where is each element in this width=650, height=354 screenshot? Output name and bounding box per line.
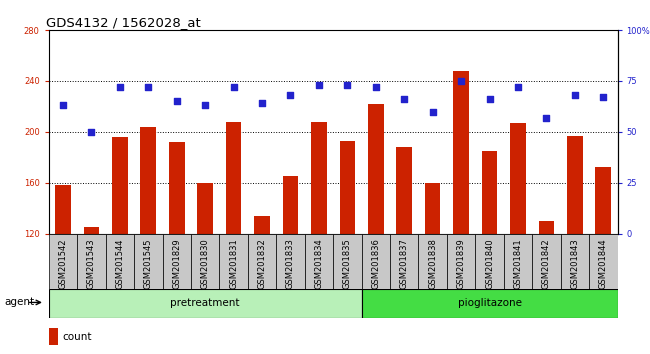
Bar	[453, 71, 469, 354]
Point	[172, 98, 182, 104]
Bar	[390, 234, 419, 289]
Text: GSM201542: GSM201542	[58, 238, 68, 289]
Bar	[191, 234, 220, 289]
Point	[428, 109, 438, 114]
Bar	[77, 234, 105, 289]
Bar	[226, 122, 241, 354]
Point	[314, 82, 324, 88]
Text: GSM201834: GSM201834	[315, 238, 324, 289]
Text: GSM201844: GSM201844	[599, 238, 608, 289]
Text: GSM201829: GSM201829	[172, 238, 181, 289]
Bar	[539, 221, 554, 354]
Point	[86, 129, 97, 135]
Bar	[595, 167, 611, 354]
Bar	[140, 127, 156, 354]
Bar	[162, 234, 191, 289]
Bar	[169, 142, 185, 354]
Bar	[112, 137, 127, 354]
Point	[143, 84, 153, 90]
Point	[370, 84, 381, 90]
Text: GSM201831: GSM201831	[229, 238, 238, 289]
Text: pretreatment: pretreatment	[170, 298, 240, 308]
Text: GSM201843: GSM201843	[570, 238, 579, 289]
Text: GSM201839: GSM201839	[456, 238, 465, 289]
Bar	[55, 185, 71, 354]
Text: GSM201841: GSM201841	[514, 238, 523, 289]
Text: GSM201833: GSM201833	[286, 238, 295, 289]
Bar	[311, 122, 327, 354]
Bar	[254, 216, 270, 354]
Text: GSM201545: GSM201545	[144, 238, 153, 289]
Text: agent: agent	[4, 297, 34, 307]
Bar	[532, 234, 560, 289]
Point	[399, 96, 410, 102]
Bar	[283, 176, 298, 354]
Text: pioglitazone: pioglitazone	[458, 298, 521, 308]
Bar	[333, 234, 361, 289]
Bar	[134, 234, 162, 289]
Point	[513, 84, 523, 90]
Bar	[198, 183, 213, 354]
Bar	[220, 234, 248, 289]
Text: GSM201543: GSM201543	[87, 238, 96, 289]
Point	[58, 103, 68, 108]
Bar	[361, 234, 390, 289]
Point	[456, 78, 466, 84]
Point	[342, 82, 352, 88]
Point	[228, 84, 239, 90]
Point	[257, 101, 267, 106]
Point	[598, 95, 608, 100]
Text: GSM201544: GSM201544	[115, 238, 124, 289]
Bar	[305, 234, 333, 289]
Bar	[567, 136, 582, 354]
Bar	[475, 234, 504, 289]
Bar	[447, 234, 475, 289]
Bar	[368, 104, 384, 354]
Point	[541, 115, 552, 120]
Bar	[339, 141, 355, 354]
Point	[569, 92, 580, 98]
Bar	[248, 234, 276, 289]
Point	[114, 84, 125, 90]
Text: GSM201832: GSM201832	[257, 238, 266, 289]
Bar	[482, 151, 497, 354]
Bar	[49, 234, 77, 289]
Text: GSM201838: GSM201838	[428, 238, 437, 289]
Bar	[396, 147, 412, 354]
Bar	[425, 183, 441, 354]
Bar	[504, 234, 532, 289]
Text: GSM201840: GSM201840	[485, 238, 494, 289]
Bar	[105, 234, 134, 289]
Bar	[589, 234, 617, 289]
Bar	[510, 123, 526, 354]
Bar	[49, 289, 361, 318]
Text: GSM201842: GSM201842	[542, 238, 551, 289]
Text: GSM201837: GSM201837	[400, 238, 409, 289]
Bar	[419, 234, 447, 289]
Text: GDS4132 / 1562028_at: GDS4132 / 1562028_at	[46, 16, 201, 29]
Bar	[276, 234, 305, 289]
Point	[285, 92, 296, 98]
Point	[200, 103, 211, 108]
Bar	[560, 234, 589, 289]
Bar	[49, 328, 57, 345]
Text: count: count	[63, 332, 92, 342]
Bar	[84, 227, 99, 354]
Bar	[361, 289, 618, 318]
Text: GSM201835: GSM201835	[343, 238, 352, 289]
Text: GSM201830: GSM201830	[201, 238, 210, 289]
Point	[484, 96, 495, 102]
Text: GSM201836: GSM201836	[371, 238, 380, 289]
